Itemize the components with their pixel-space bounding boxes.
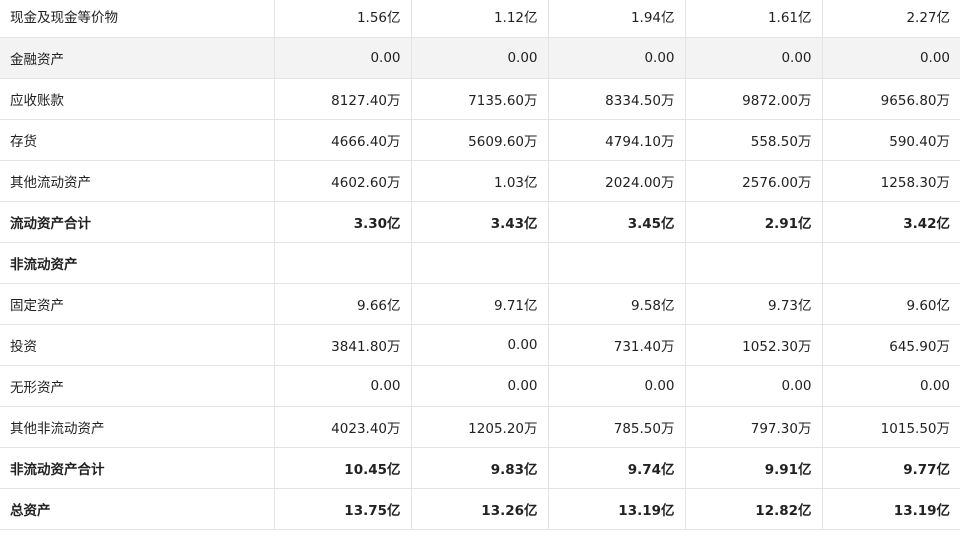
table-row-total-assets: 总资产 13.75亿 13.26亿 13.19亿 12.82亿 13.19亿 [0, 488, 960, 530]
value-cell: 1052.30万 [685, 324, 823, 366]
balance-sheet-table: 现金及现金等价物 1.56亿 1.12亿 1.94亿 1.61亿 2.27亿 金融资产 0.0… [0, 0, 960, 530]
value-cell: 3841.80万 [274, 324, 412, 366]
value-cell: 0.00 [411, 365, 549, 407]
value-cell: 0.00 [822, 365, 960, 407]
value-cell: 2.91亿 [685, 201, 823, 243]
value-cell: 9.71亿 [411, 283, 549, 325]
value-cell: 13.26亿 [411, 488, 549, 530]
row-label: 其他流动资产 [0, 160, 275, 202]
row-label: 现金及现金等价物 [0, 0, 275, 38]
value-cell: 4023.40万 [274, 406, 412, 448]
table-body: 现金及现金等价物 1.56亿 1.12亿 1.94亿 1.61亿 2.27亿 金融资产 0.0… [0, 0, 960, 530]
row-label: 固定资产 [0, 283, 275, 325]
row-label: 存货 [0, 119, 275, 161]
table-row-total-current: 流动资产合计 3.30亿 3.43亿 3.45亿 2.91亿 3.42亿 [0, 201, 960, 243]
value-cell: 2576.00万 [685, 160, 823, 202]
value-cell: 4666.40万 [274, 119, 412, 161]
value-cell: 10.45亿 [274, 447, 412, 489]
row-label: 金融资产 [0, 37, 275, 79]
value-cell: 9.77亿 [822, 447, 960, 489]
row-label: 流动资产合计 [0, 201, 275, 243]
value-cell [822, 242, 960, 284]
value-cell: 3.43亿 [411, 201, 549, 243]
value-cell [685, 242, 823, 284]
value-cell: 590.40万 [822, 119, 960, 161]
table-row-other-noncurrent: 其他非流动资产 4023.40万 1205.20万 785.50万 797.30万 101… [0, 406, 960, 448]
table-row-noncurrent-header: 非流动资产 [0, 242, 960, 284]
table-row-other-current: 其他流动资产 4602.60万 1.03亿 2024.00万 2576.00万 1258.… [0, 160, 960, 202]
value-cell: 645.90万 [822, 324, 960, 366]
value-cell: 4602.60万 [274, 160, 412, 202]
table-row-receivables: 应收账款 8127.40万 7135.60万 8334.50万 9872.00万 9656… [0, 78, 960, 120]
value-cell: 3.30亿 [274, 201, 412, 243]
table-row-investments: 投资 3841.80万 0.00 731.40万 1052.30万 645.90万 [0, 324, 960, 366]
value-cell: 785.50万 [548, 406, 686, 448]
table-row-fin-assets: 金融资产 0.00 0.00 0.00 0.00 0.00 [0, 37, 960, 79]
value-cell: 0.00 [685, 37, 823, 79]
value-cell: 9.83亿 [411, 447, 549, 489]
value-cell: 9.66亿 [274, 283, 412, 325]
value-cell: 1.94亿 [548, 0, 686, 38]
value-cell: 0.00 [822, 37, 960, 79]
value-cell: 797.30万 [685, 406, 823, 448]
value-cell [548, 242, 686, 284]
value-cell: 9872.00万 [685, 78, 823, 120]
value-cell: 1205.20万 [411, 406, 549, 448]
value-cell: 3.45亿 [548, 201, 686, 243]
table-row-fixed-assets: 固定资产 9.66亿 9.71亿 9.58亿 9.73亿 9.60亿 [0, 283, 960, 325]
row-label: 其他非流动资产 [0, 406, 275, 448]
value-cell: 1.03亿 [411, 160, 549, 202]
value-cell: 0.00 [685, 365, 823, 407]
value-cell: 9.58亿 [548, 283, 686, 325]
value-cell [274, 242, 412, 284]
value-cell: 7135.60万 [411, 78, 549, 120]
value-cell: 13.75亿 [274, 488, 412, 530]
row-label: 投资 [0, 324, 275, 366]
value-cell: 13.19亿 [548, 488, 686, 530]
value-cell: 558.50万 [685, 119, 823, 161]
value-cell: 5609.60万 [411, 119, 549, 161]
value-cell: 0.00 [411, 324, 549, 366]
value-cell: 1.56亿 [274, 0, 412, 38]
row-label: 无形资产 [0, 365, 275, 407]
value-cell: 0.00 [548, 365, 686, 407]
value-cell: 9.74亿 [548, 447, 686, 489]
value-cell: 12.82亿 [685, 488, 823, 530]
value-cell: 9.73亿 [685, 283, 823, 325]
value-cell: 0.00 [411, 37, 549, 79]
value-cell: 9.91亿 [685, 447, 823, 489]
value-cell: 9656.80万 [822, 78, 960, 120]
row-label: 非流动资产 [0, 242, 275, 284]
row-label: 总资产 [0, 488, 275, 530]
table-row-total-noncurrent: 非流动资产合计 10.45亿 9.83亿 9.74亿 9.91亿 9.77亿 [0, 447, 960, 489]
value-cell: 1.61亿 [685, 0, 823, 38]
value-cell: 0.00 [548, 37, 686, 79]
value-cell: 8127.40万 [274, 78, 412, 120]
value-cell: 1015.50万 [822, 406, 960, 448]
value-cell: 9.60亿 [822, 283, 960, 325]
value-cell: 3.42亿 [822, 201, 960, 243]
value-cell: 13.19亿 [822, 488, 960, 530]
table-row-intangibles: 无形资产 0.00 0.00 0.00 0.00 0.00 [0, 365, 960, 407]
value-cell: 8334.50万 [548, 78, 686, 120]
value-cell: 0.00 [274, 37, 412, 79]
value-cell: 731.40万 [548, 324, 686, 366]
value-cell: 4794.10万 [548, 119, 686, 161]
value-cell: 0.00 [274, 365, 412, 407]
row-label: 非流动资产合计 [0, 447, 275, 489]
value-cell: 2024.00万 [548, 160, 686, 202]
table-row-inventory: 存货 4666.40万 5609.60万 4794.10万 558.50万 590.40万 [0, 119, 960, 161]
value-cell: 1258.30万 [822, 160, 960, 202]
row-label: 应收账款 [0, 78, 275, 120]
table-row-cash: 现金及现金等价物 1.56亿 1.12亿 1.94亿 1.61亿 2.27亿 [0, 0, 960, 38]
value-cell [411, 242, 549, 284]
value-cell: 1.12亿 [411, 0, 549, 38]
value-cell: 2.27亿 [822, 0, 960, 38]
